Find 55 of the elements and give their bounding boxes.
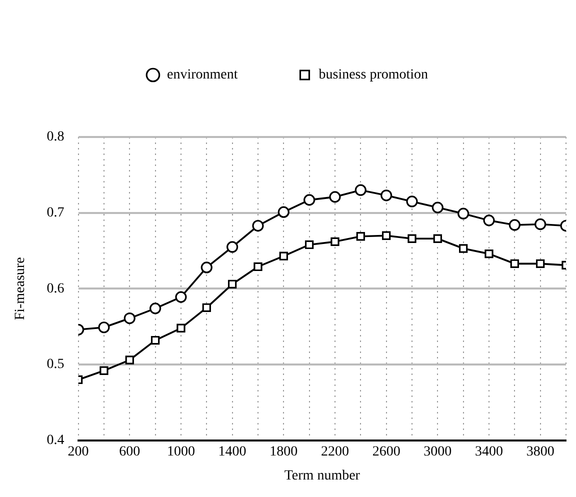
- x-tick-label: 3000: [424, 444, 452, 460]
- point: [150, 302, 162, 314]
- point: [98, 322, 110, 334]
- point: [536, 259, 545, 268]
- point: [304, 240, 314, 250]
- legend-label: business promotion: [318, 68, 428, 83]
- y-tick-label: 0.5: [46, 357, 64, 372]
- y-axis-title: Fi-measure: [13, 257, 28, 320]
- x-tick-label: 3800: [526, 444, 554, 460]
- point: [176, 324, 186, 332]
- x-tick-label: 1800: [270, 444, 298, 460]
- point: [484, 249, 494, 258]
- point: [226, 241, 238, 253]
- point: [354, 184, 366, 196]
- point: [432, 202, 444, 214]
- point: [406, 196, 418, 208]
- y-tick-label: 0.4: [46, 433, 64, 448]
- point: [534, 218, 546, 230]
- point: [254, 262, 262, 272]
- point: [200, 262, 212, 274]
- point: [304, 194, 316, 206]
- x-tick-label: 2600: [372, 444, 400, 460]
- point: [510, 259, 519, 268]
- point: [252, 220, 264, 232]
- point: [100, 366, 108, 375]
- point: [408, 234, 416, 243]
- x-tick-label: 3400: [474, 444, 503, 460]
- legend-label: environment: [166, 68, 238, 83]
- point: [175, 291, 187, 303]
- point: [458, 244, 468, 253]
- point: [458, 208, 470, 220]
- x-tick-label: 2200: [320, 444, 349, 460]
- point: [278, 206, 290, 218]
- x-tick-label: 600: [119, 444, 140, 460]
- point: [508, 219, 520, 231]
- x-tick-label: 1400: [218, 444, 246, 460]
- x-axis-title: Term number: [284, 468, 360, 484]
- point: [433, 234, 442, 243]
- point: [356, 232, 365, 241]
- point: [125, 356, 134, 364]
- x-tick-label: 200: [68, 444, 89, 460]
- point: [150, 336, 160, 345]
- y-tick-label: 0.8: [46, 130, 64, 145]
- point: [124, 312, 136, 324]
- point: [382, 231, 391, 240]
- point: [202, 303, 211, 312]
- y-tick-label: 0.7: [46, 206, 64, 221]
- point: [330, 237, 340, 246]
- point: [329, 191, 341, 203]
- x-tick-label: 1000: [166, 444, 195, 460]
- point: [228, 280, 237, 288]
- point: [483, 214, 495, 226]
- point: [279, 252, 288, 260]
- point: [380, 190, 392, 202]
- y-tick-label: 0.6: [46, 281, 64, 296]
